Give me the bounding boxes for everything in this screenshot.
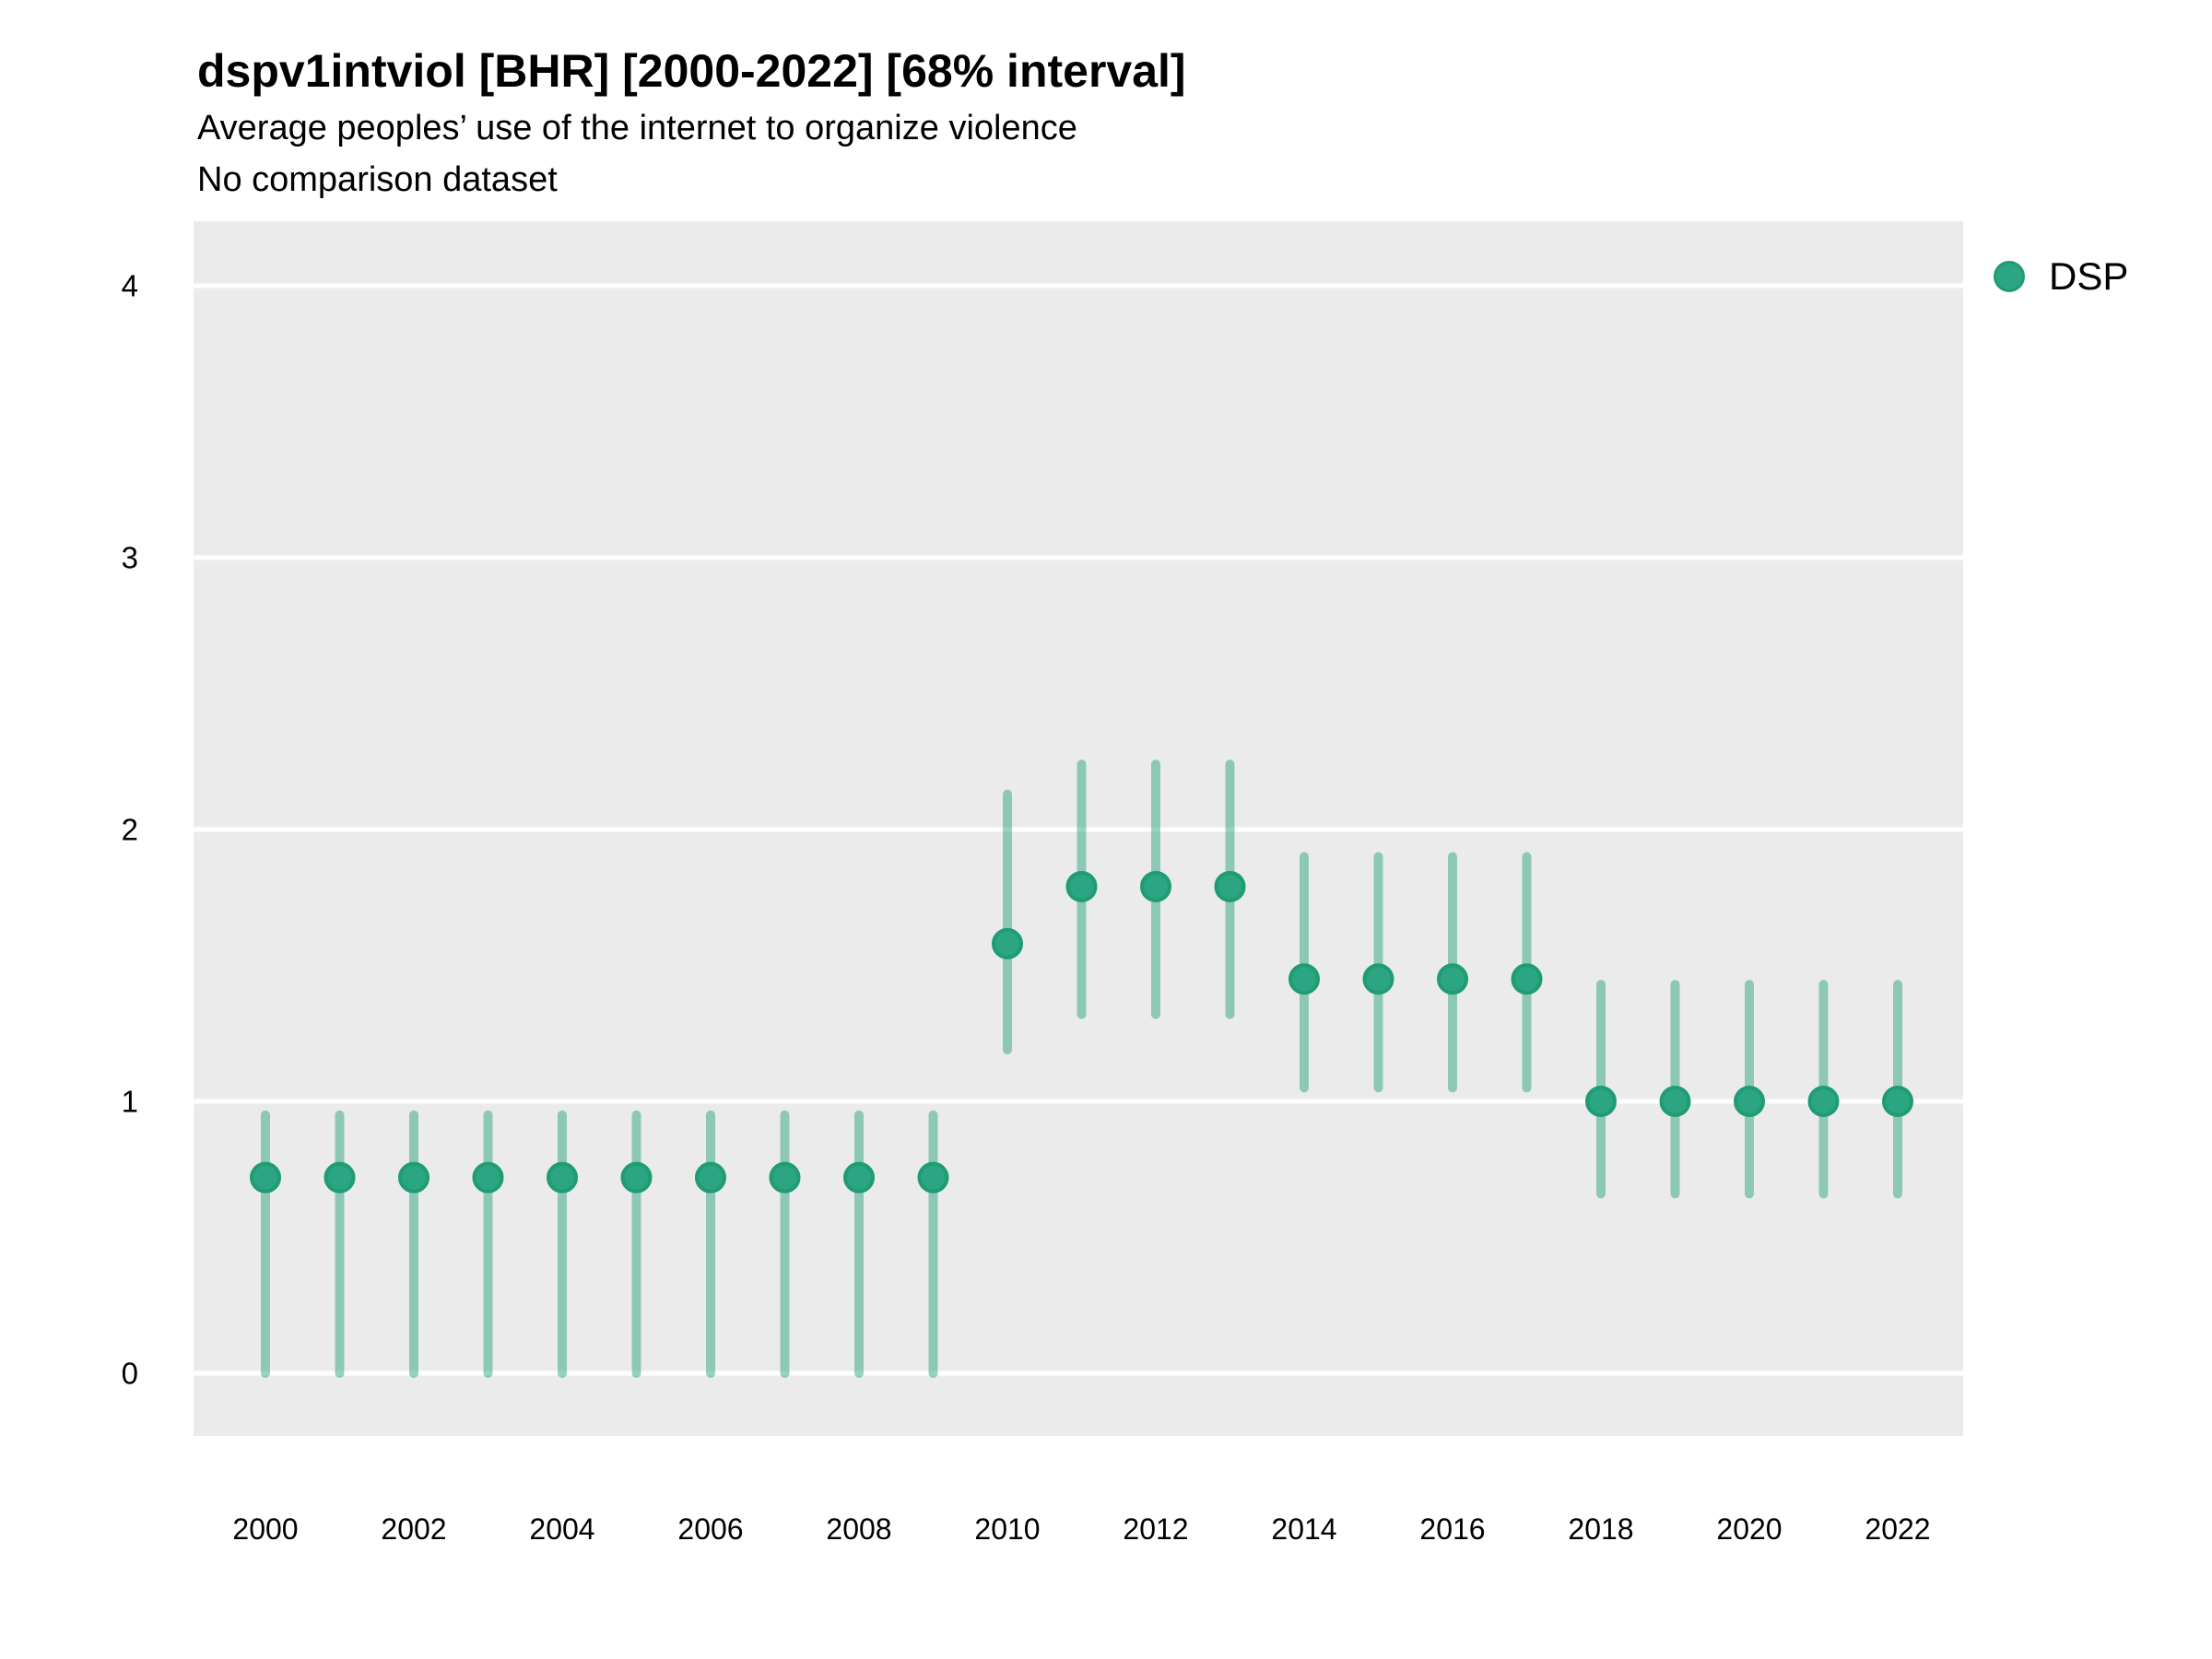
- x-tick-label-2012: 2012: [1123, 1512, 1188, 1546]
- point-2010: [992, 927, 1023, 959]
- x-tick-label-2022: 2022: [1865, 1512, 1930, 1546]
- chart-note: No comparison dataset: [197, 160, 558, 199]
- y-tick-label-4: 4: [122, 269, 138, 303]
- legend-dsp-label: DSP: [2049, 254, 2129, 298]
- x-tick-label-2004: 2004: [529, 1512, 594, 1546]
- x-tick-label-2020: 2020: [1716, 1512, 1782, 1546]
- y-tick-label-3: 3: [122, 541, 138, 575]
- x-tick-label-2002: 2002: [381, 1512, 446, 1546]
- x-tick-label-2000: 2000: [232, 1512, 298, 1546]
- y-axis-title: OSP: [0, 773, 1, 884]
- legend-dsp-dot-icon: [1994, 261, 2025, 292]
- x-tick-label-2006: 2006: [677, 1512, 743, 1546]
- y-tick-label-2: 2: [122, 813, 138, 847]
- point-2009: [917, 1161, 949, 1194]
- x-tick-label-2018: 2018: [1568, 1512, 1633, 1546]
- point-2017: [1511, 963, 1543, 995]
- point-2021: [1807, 1086, 1840, 1117]
- point-2022: [1882, 1086, 1913, 1117]
- point-2012: [1140, 870, 1171, 902]
- point-2016: [1437, 963, 1468, 995]
- y-tick-label-0: 0: [122, 1357, 138, 1391]
- chart-subtitle: Average peoples’ use of the internet to …: [197, 109, 1077, 147]
- point-2000: [250, 1161, 281, 1194]
- x-tick-label-2014: 2014: [1271, 1512, 1336, 1546]
- point-2015: [1362, 963, 1394, 995]
- point-2002: [398, 1161, 429, 1194]
- x-tick-label-2010: 2010: [974, 1512, 1040, 1546]
- x-tick-label-2016: 2016: [1419, 1512, 1485, 1546]
- point-2004: [547, 1161, 578, 1194]
- y-tick-label-1: 1: [122, 1085, 138, 1119]
- x-tick-label-2008: 2008: [826, 1512, 891, 1546]
- point-2005: [620, 1161, 653, 1194]
- chart-title: dspv1intviol [BHR] [2000-2022] [68% inte…: [197, 45, 1186, 97]
- point-2014: [1288, 963, 1320, 995]
- point-2008: [843, 1161, 875, 1194]
- point-2013: [1214, 870, 1246, 902]
- point-2018: [1585, 1086, 1617, 1117]
- point-2007: [769, 1161, 801, 1194]
- point-2001: [324, 1161, 356, 1194]
- legend: DSP: [1994, 254, 2128, 299]
- point-2019: [1659, 1086, 1691, 1117]
- point-2011: [1065, 870, 1098, 902]
- point-2006: [695, 1161, 726, 1194]
- point-2020: [1734, 1086, 1765, 1117]
- point-2003: [472, 1161, 504, 1194]
